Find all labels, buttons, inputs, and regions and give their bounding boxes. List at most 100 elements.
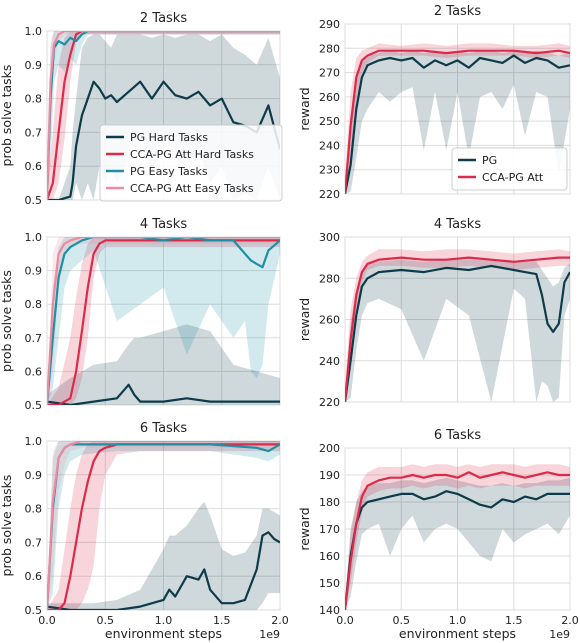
y-tick-label: 180 xyxy=(319,496,340,509)
y-tick-label: 1.0 xyxy=(25,435,43,448)
y-tick-label: 260 xyxy=(319,314,340,327)
series-line-3 xyxy=(47,31,280,200)
plot-series xyxy=(345,249,570,402)
chart-title: 6 Tasks xyxy=(140,421,187,436)
series-band-3 xyxy=(47,31,280,200)
legend-box xyxy=(451,147,568,191)
legend-label: CCA-PG Att Easy Tasks xyxy=(130,182,254,195)
y-tick-label: 290 xyxy=(319,18,340,31)
chart-title: 2 Tasks xyxy=(140,11,187,26)
plot-series xyxy=(345,464,570,610)
series-line-3 xyxy=(47,237,280,405)
y-tick-label: 0.7 xyxy=(25,536,43,549)
y-tick-label: 280 xyxy=(319,42,340,55)
series-line-1 xyxy=(47,383,280,405)
y-axis-label: reward xyxy=(297,298,312,341)
y-tick-label: 0.8 xyxy=(25,503,43,516)
plot-series xyxy=(47,237,280,405)
series-band-2 xyxy=(47,237,280,405)
y-tick-label: 190 xyxy=(319,469,340,482)
y-axis-label: prob solve tasks xyxy=(0,270,14,372)
x-tick-label: 0.0 xyxy=(38,614,56,627)
chart-title: 6 Tasks xyxy=(434,428,481,443)
series-line-2 xyxy=(47,31,280,200)
y-tick-label: 230 xyxy=(319,164,340,177)
chart-panel-6: 6 Tasks 140 150 160 170 180 190 200 0.0 0.5 1.0 1.5… xyxy=(297,428,579,641)
y-tick-label: 150 xyxy=(319,577,340,590)
series-band-1 xyxy=(47,324,280,405)
y-tick-label: 170 xyxy=(319,523,340,536)
chart-title: 4 Tasks xyxy=(140,217,187,232)
x-axis-label: environment steps xyxy=(399,626,516,641)
y-tick-label: 200 xyxy=(319,442,340,455)
series-band-2 xyxy=(345,43,570,194)
x-tick-label: 0.0 xyxy=(336,614,354,627)
y-tick-label: 220 xyxy=(319,396,340,409)
y-axis-label: reward xyxy=(297,87,312,130)
chart-panel-1: 2 Tasks 0.5 0.6 0.7 0.8 0.9 1.0 prob solve task… xyxy=(0,11,283,207)
y-tick-label: 220 xyxy=(319,188,340,201)
y-tick-label: 0.9 xyxy=(25,469,43,482)
y-tick-label: 0.6 xyxy=(25,570,43,583)
y-tick-label: 260 xyxy=(319,91,340,104)
chart-panel-4: 4 Tasks 220 240 260 280 300 reward xyxy=(297,217,571,409)
x-tick-label: 1.5 xyxy=(213,614,231,627)
legend: PG CCA-PG Att xyxy=(451,147,568,191)
y-tick-label: 0.6 xyxy=(25,365,43,378)
series-band-3 xyxy=(47,441,280,610)
chart-title: 4 Tasks xyxy=(434,217,481,232)
plot-series xyxy=(47,441,280,610)
y-tick-label: 0.6 xyxy=(25,160,43,173)
series-line-2 xyxy=(345,49,570,194)
chart-panel-3: 4 Tasks 0.5 0.6 0.7 0.8 0.9 1.0 prob solve task… xyxy=(0,217,281,412)
y-tick-label: 280 xyxy=(319,272,340,285)
y-tick-label: 240 xyxy=(319,355,340,368)
series-line-4 xyxy=(47,441,280,610)
series-line-2 xyxy=(345,471,570,610)
legend-label: CCA-PG Att xyxy=(482,171,544,184)
x-tick-label: 1.0 xyxy=(155,614,173,627)
y-tick-label: 0.5 xyxy=(25,399,43,412)
y-tick-label: 0.7 xyxy=(25,126,43,139)
series-band-2 xyxy=(47,31,280,200)
series-line-2 xyxy=(345,256,570,402)
y-tick-label: 300 xyxy=(319,231,340,244)
series-band-2 xyxy=(47,441,280,610)
x-multiplier-label: 1e9 xyxy=(259,628,280,641)
series-line-1 xyxy=(345,490,570,610)
series-line-4 xyxy=(47,31,280,200)
series-band-1 xyxy=(47,501,280,610)
x-tick-label: 0.5 xyxy=(97,614,115,627)
legend-box xyxy=(99,124,283,202)
y-tick-label: 1.0 xyxy=(25,231,43,244)
y-tick-label: 160 xyxy=(319,550,340,563)
series-band-2 xyxy=(345,464,570,610)
y-axis-label: reward xyxy=(297,507,312,550)
series-line-1 xyxy=(47,80,280,200)
y-tick-label: 140 xyxy=(319,604,340,617)
series-band-3 xyxy=(47,237,280,405)
y-tick-label: 0.9 xyxy=(25,265,43,278)
plot-series xyxy=(345,43,570,194)
y-tick-label: 250 xyxy=(319,115,340,128)
x-tick-label: 2.0 xyxy=(271,614,289,627)
legend: PG Hard Tasks CCA-PG Att Hard Tasks PG Eas… xyxy=(99,124,283,202)
series-band-1 xyxy=(345,259,570,402)
legend-label: PG Hard Tasks xyxy=(130,131,208,144)
y-axis-label: prob solve tasks xyxy=(0,65,14,167)
series-line-1 xyxy=(345,264,570,402)
x-axis-label: environment steps xyxy=(105,626,222,641)
x-tick-label: 0.5 xyxy=(393,614,411,627)
x-tick-label: 1.5 xyxy=(505,614,523,627)
y-tick-label: 270 xyxy=(319,67,340,80)
series-line-1 xyxy=(345,54,570,194)
y-tick-label: 1.0 xyxy=(25,25,43,38)
series-band-1 xyxy=(345,50,570,194)
y-tick-label: 0.7 xyxy=(25,332,43,345)
series-line-4 xyxy=(47,237,280,405)
y-tick-label: 0.5 xyxy=(25,604,43,617)
series-line-2 xyxy=(47,239,280,405)
y-tick-label: 0.9 xyxy=(25,59,43,72)
